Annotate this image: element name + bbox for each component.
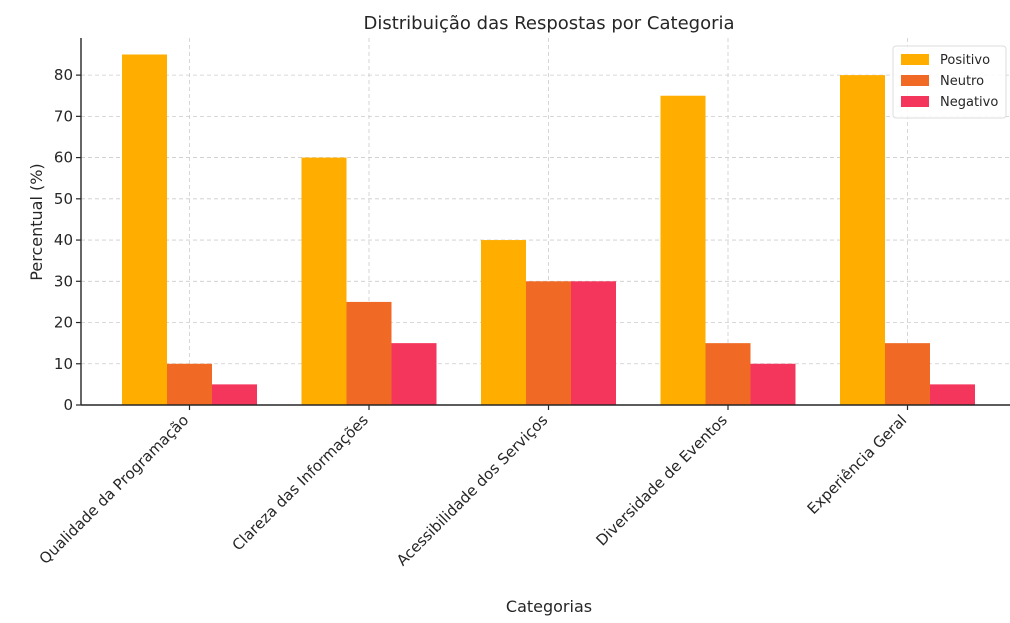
bar-positivo-2 <box>301 157 347 405</box>
axes <box>80 38 1010 406</box>
bar-positivo-3 <box>481 240 526 405</box>
y-tick-label: 30 <box>54 272 73 290</box>
y-tick-label: 40 <box>54 231 73 249</box>
y-tick-label: 60 <box>54 149 73 167</box>
bar-negativo-4 <box>750 363 796 405</box>
y-tick-label: 10 <box>54 355 73 373</box>
y-tick-label: 50 <box>54 190 73 208</box>
x-tick-label: Clareza das Informações <box>229 411 372 554</box>
x-tick-label: Experiência Geral <box>804 411 911 518</box>
bar-negativo-3 <box>571 281 616 405</box>
y-tick-label: 20 <box>54 314 73 332</box>
bar-negativo-1 <box>212 384 257 405</box>
legend-swatch-neutro <box>901 75 929 86</box>
x-axis-ticks: Qualidade da Programação Clareza das Info… <box>36 405 911 570</box>
x-tick-label: Acessibilidade dos Serviços <box>393 411 552 570</box>
bar-neutro-1 <box>167 363 212 405</box>
legend-label-negativo: Negativo <box>940 95 998 110</box>
bar-neutro-3 <box>526 281 571 405</box>
x-axis-title: Categorias <box>506 597 592 616</box>
legend-label-positivo: Positivo <box>940 53 990 68</box>
legend-label-neutro: Neutro <box>940 74 984 89</box>
x-tick-label: Diversidade de Eventos <box>592 411 731 550</box>
bar-neutro-2 <box>346 301 392 405</box>
bar-negativo-5 <box>930 384 975 405</box>
bar-neutro-4 <box>705 343 751 405</box>
bar-neutro-5 <box>885 343 930 405</box>
bars <box>122 54 975 405</box>
y-tick-label: 80 <box>54 66 73 84</box>
y-tick-label: 0 <box>63 396 73 414</box>
x-tick-label: Qualidade da Programação <box>36 411 193 568</box>
bar-positivo-1 <box>122 54 167 405</box>
bar-negativo-2 <box>391 343 437 405</box>
legend-swatch-negativo <box>901 96 929 107</box>
y-axis-title: Percentual (%) <box>27 163 46 280</box>
legend: Positivo Neutro Negativo <box>892 45 1007 119</box>
bar-positivo-5 <box>840 75 885 405</box>
legend-swatch-positivo <box>901 54 929 65</box>
bar-positivo-4 <box>660 95 706 405</box>
chart-title: Distribuição das Respostas por Categoria <box>363 13 734 34</box>
y-tick-label: 70 <box>54 107 73 125</box>
y-axis-ticks: 0 10 20 30 40 50 60 70 80 <box>54 66 81 414</box>
